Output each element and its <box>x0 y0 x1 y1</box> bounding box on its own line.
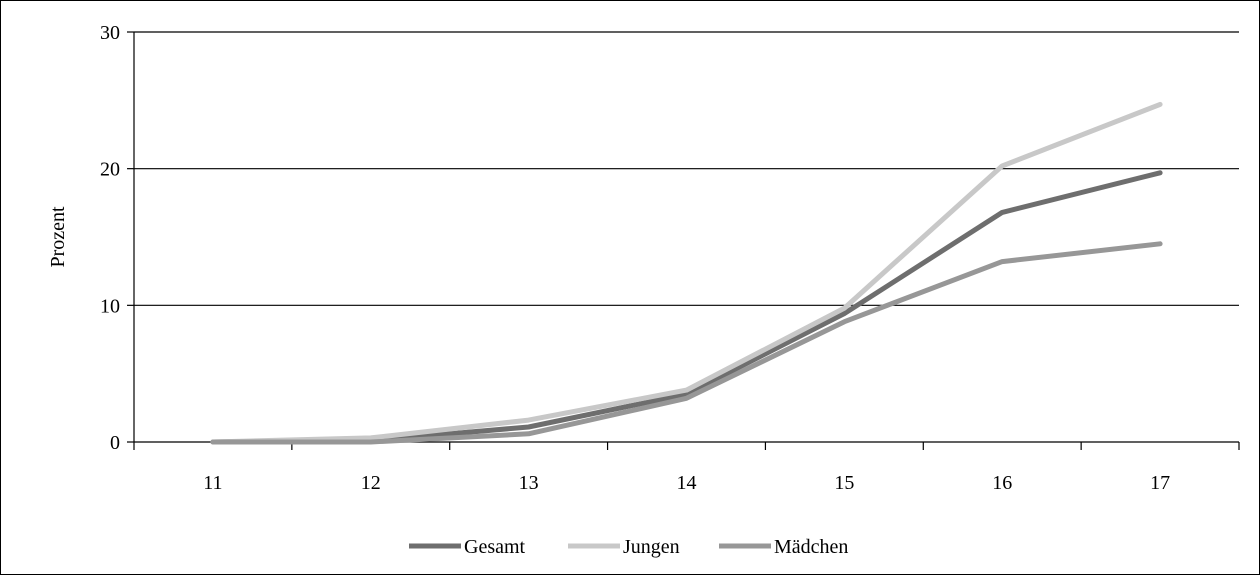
x-tick-label: 11 <box>203 472 222 494</box>
legend: Gesamt Jungen Mädchen <box>409 536 848 558</box>
series-line-mädchen <box>210 241 1163 445</box>
x-tick-label: 12 <box>361 472 381 494</box>
y-tick-label: 0 <box>110 432 120 454</box>
series-line-gesamt <box>210 170 1163 445</box>
x-tick-label: 16 <box>992 472 1012 494</box>
x-tick-label: 14 <box>677 472 697 494</box>
y-tick-label: 20 <box>100 159 120 181</box>
x-tick-label: 13 <box>519 472 539 494</box>
tick-labels: 0 10 20 30 11 12 13 14 15 16 17 <box>100 22 1170 494</box>
series-line-jungen <box>210 101 1163 445</box>
y-axis-title: Prozent <box>47 206 69 268</box>
axes <box>127 31 1240 450</box>
legend-label: Jungen <box>623 536 680 558</box>
x-tick-label: 15 <box>834 472 854 494</box>
y-tick-label: 30 <box>100 22 120 44</box>
gridlines <box>134 31 1239 306</box>
legend-label: Gesamt <box>464 536 526 558</box>
y-tick-label: 10 <box>100 295 120 317</box>
x-tick-label: 17 <box>1150 472 1170 494</box>
legend-label: Mädchen <box>774 536 848 558</box>
series-lines <box>210 101 1163 445</box>
